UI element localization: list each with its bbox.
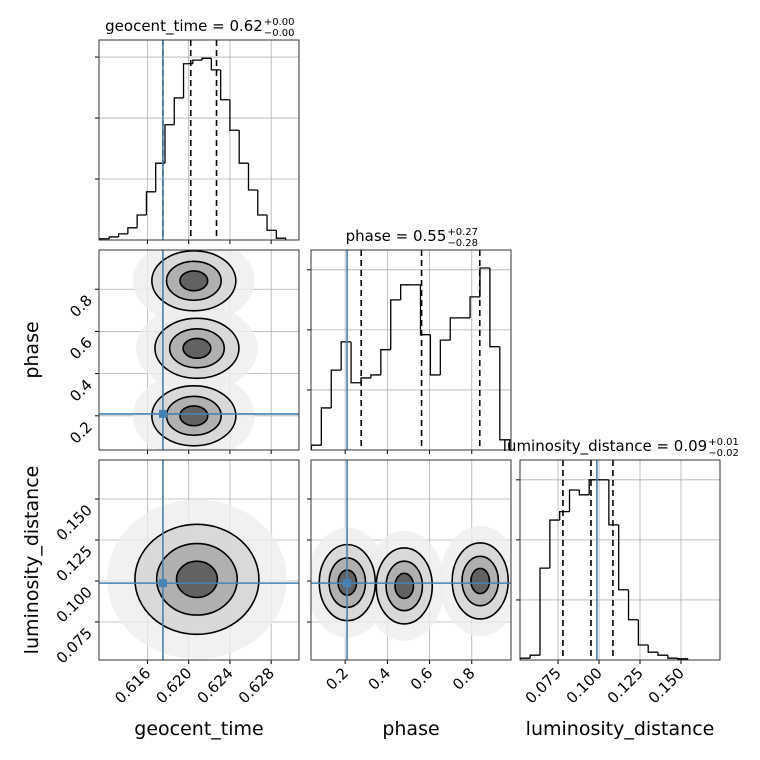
density-contour [182, 337, 212, 360]
histogram-bin [549, 519, 560, 569]
histogram-bin [568, 489, 580, 512]
histogram-bin [320, 407, 332, 446]
x-axis-label: luminosity_distance [526, 718, 715, 740]
histogram-bin [439, 339, 451, 375]
histogram-bin [608, 479, 619, 526]
histogram-bin [257, 190, 268, 216]
histogram-bin [182, 63, 193, 98]
panel [99, 40, 299, 240]
histogram-bin [429, 334, 441, 376]
panel-frame [98, 249, 300, 451]
histogram-bin [275, 230, 287, 240]
histogram-bin [350, 341, 361, 384]
panel-title: phase = 0.55 [346, 227, 447, 245]
panel-title: geocent_time = 0.62 [105, 17, 263, 36]
histogram-bin [117, 233, 128, 237]
title-lower: −0.02 [708, 448, 739, 459]
histogram-bin [247, 163, 258, 191]
histogram-bin [449, 317, 461, 341]
x-axis-label: phase [382, 718, 439, 740]
title-lower: −0.00 [264, 28, 295, 39]
histogram-bin [637, 619, 649, 646]
histogram-bin [559, 511, 570, 521]
histogram-bin [479, 267, 490, 297]
title-lower: −0.28 [447, 238, 478, 249]
y-axis-label: luminosity_distance [21, 466, 43, 655]
histogram-bin [145, 191, 156, 215]
histogram-bin [192, 59, 203, 64]
histogram-bin [647, 644, 659, 653]
panel-frame [519, 459, 721, 661]
title-upper: +0.27 [447, 227, 478, 238]
panel-frame [98, 39, 300, 241]
title-upper: +0.00 [264, 17, 295, 28]
histogram-bin [539, 567, 550, 656]
histogram-bin [136, 214, 147, 228]
panel [99, 250, 299, 450]
histogram-bin [578, 490, 590, 496]
histogram-bin [266, 215, 277, 231]
histogram-bin [210, 58, 221, 71]
panel [520, 460, 720, 660]
histogram-bin [370, 374, 381, 378]
histogram-bin [677, 658, 689, 660]
histogram-bin [419, 284, 431, 336]
title-upper: +0.01 [708, 437, 739, 448]
panel-title: luminosity_distance = 0.09 [503, 437, 707, 456]
histogram-bin [164, 124, 175, 164]
y-axis-label: phase [21, 321, 43, 378]
density-contour [394, 572, 415, 600]
density-contour [175, 560, 219, 599]
histogram-bin [155, 162, 165, 192]
histogram-bin [127, 227, 138, 234]
histogram-bin [400, 284, 411, 300]
truth-point [158, 409, 167, 418]
panel-frame [98, 459, 300, 661]
truth-point [158, 579, 167, 588]
density-contour [470, 567, 491, 595]
density-contour [179, 270, 209, 292]
histogram-bin [219, 69, 230, 101]
histogram-bin [529, 654, 540, 659]
truth-point [343, 579, 352, 588]
histogram-bin [229, 99, 240, 131]
histogram-bin [667, 655, 678, 659]
panel-frame [310, 249, 512, 451]
histogram-bin [499, 346, 511, 450]
density-contour [179, 405, 209, 427]
histogram-bin [173, 97, 184, 125]
histogram-bin [380, 349, 391, 375]
panel [311, 460, 511, 660]
x-axis-label: geocent_time [134, 718, 263, 740]
histogram-bin [627, 589, 639, 621]
histogram-bin [489, 268, 500, 348]
histogram-bin [201, 57, 212, 61]
histogram-bin [469, 296, 480, 318]
histogram-bin [588, 479, 600, 495]
histogram-bin [618, 524, 629, 591]
histogram-bin [238, 130, 249, 164]
histogram-bin [390, 299, 401, 350]
histogram-bin [108, 236, 119, 239]
panel-frame [310, 459, 512, 661]
panel [311, 250, 511, 450]
histogram-bin [657, 652, 668, 656]
histogram-bin [330, 369, 342, 408]
panel [99, 460, 299, 660]
